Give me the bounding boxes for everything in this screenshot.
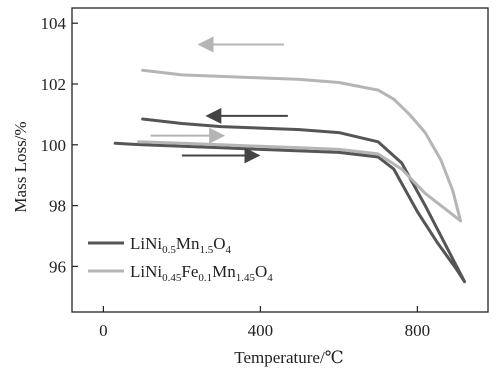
x-tick-label: 400	[248, 321, 274, 340]
legend-1-sub-2: 1.5	[199, 244, 213, 256]
axes: 0 400 800 96 98 100 102 104	[41, 7, 489, 340]
legend-1-mid-2: O	[213, 234, 225, 253]
series-1-cooling-line	[141, 117, 466, 284]
y-tick-label: 104	[41, 14, 67, 33]
plot-frame	[71, 7, 489, 313]
direction-arrows	[150, 36, 288, 164]
x-axis-title: Temperature/℃	[234, 348, 343, 367]
y-tick-label: 100	[41, 136, 67, 155]
x-tick-label: 0	[99, 321, 108, 340]
legend: LiNi0.5Mn1.5O4 LiNi0.45Fe0.1Mn1.45O4	[88, 234, 273, 284]
legend-2-mid-3: O	[255, 262, 267, 281]
legend-label-series-1: LiNi0.5Mn1.5O4	[130, 234, 232, 256]
series-2-heating-line	[137, 140, 462, 223]
legend-2-sub-3: 1.45	[236, 272, 256, 284]
legend-2-mid-1: Fe	[181, 262, 198, 281]
series-1-heating-line	[113, 141, 466, 284]
series-2-cooling-line	[141, 68, 462, 223]
legend-2-sub-1: 0.45	[162, 272, 182, 284]
x-tick-label: 800	[405, 321, 431, 340]
legend-1-base: LiNi	[130, 234, 162, 253]
legend-1-sub-3: 4	[226, 244, 232, 256]
legend-label-series-2: LiNi0.45Fe0.1Mn1.45O4	[130, 262, 273, 284]
y-axis-title: Mass Loss/%	[11, 121, 30, 212]
legend-2-sub-2: 0.1	[198, 272, 212, 284]
legend-2-sub-4: 4	[267, 272, 273, 284]
y-tick-label: 96	[49, 257, 66, 276]
legend-1-mid-1: Mn	[176, 234, 200, 253]
y-tick-label: 98	[49, 197, 66, 216]
legend-2-mid-2: Mn	[212, 262, 236, 281]
y-tick-label: 102	[41, 75, 67, 94]
plot-area	[113, 68, 466, 284]
legend-2-base: LiNi	[130, 262, 162, 281]
legend-1-sub-1: 0.5	[162, 244, 176, 256]
